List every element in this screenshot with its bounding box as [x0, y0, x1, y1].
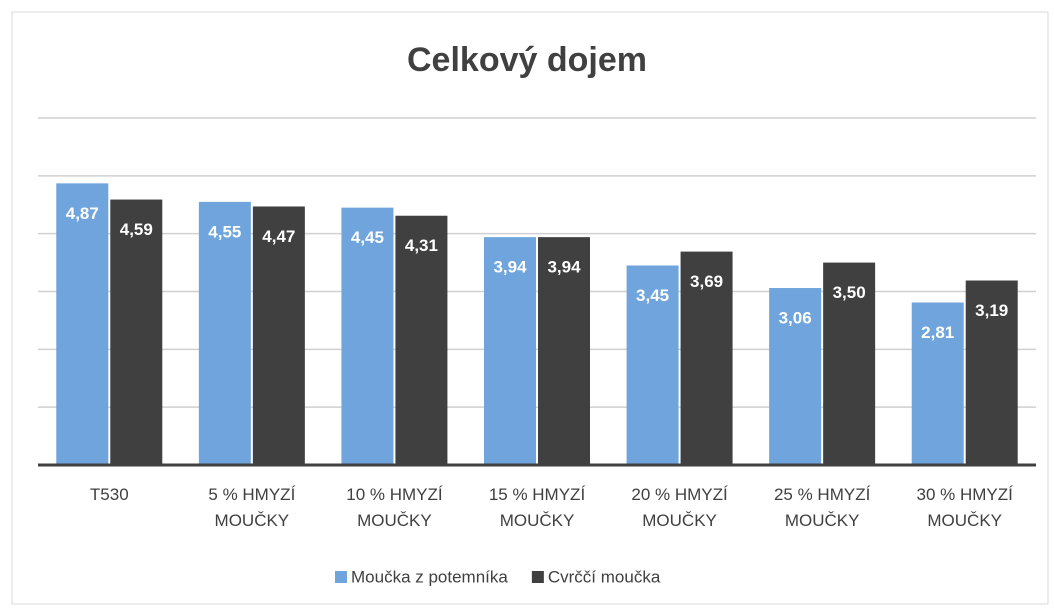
bar: [965, 280, 1018, 465]
bar: [823, 262, 876, 465]
data-label: 3,94: [547, 258, 581, 277]
data-label: 4,45: [351, 228, 384, 247]
legend-swatch: [335, 571, 347, 583]
x-tick-label: 20 % HMYZÍ MOUČKY: [631, 485, 728, 530]
data-label: 3,50: [833, 283, 866, 302]
bar: [680, 251, 733, 465]
bar: [252, 206, 305, 466]
bar: [341, 207, 394, 465]
data-label: 4,31: [405, 236, 438, 255]
data-label: 3,06: [779, 309, 812, 328]
chart-title: Celkový dojem: [407, 41, 647, 79]
x-tick-label: T530: [89, 485, 129, 504]
data-label: 4,87: [66, 204, 99, 223]
bar: [769, 288, 822, 465]
legend-swatch: [531, 571, 544, 583]
bar: [110, 199, 163, 466]
data-label: 3,45: [636, 286, 669, 305]
x-tick-label: 15 % HMYZÍ MOUČKY: [488, 485, 586, 530]
x-tick-label: 25 % HMYZÍ MOUČKY: [773, 485, 871, 530]
bar: [56, 183, 109, 465]
data-label: 4,47: [262, 227, 295, 246]
bar: [911, 302, 964, 465]
bar: [395, 215, 448, 465]
data-label: 4,59: [120, 220, 153, 239]
data-label: 4,55: [208, 222, 241, 241]
bar: [484, 237, 536, 465]
x-tick-label: 10 % HMYZÍ MOUČKY: [346, 485, 443, 530]
legend-label: Moučka z potemníka: [351, 567, 508, 586]
bar: [538, 237, 590, 465]
data-label: 3,94: [493, 258, 527, 277]
legend-label: Cvrččí moučka: [548, 567, 661, 586]
data-label: 3,19: [975, 301, 1008, 320]
x-tick-label: 30 % HMYZÍ MOUČKY: [916, 485, 1013, 530]
bar: [198, 201, 251, 465]
bar: [626, 265, 679, 465]
x-tick-label: 5 % HMYZÍ MOUČKY: [208, 485, 296, 530]
data-label: 2,81: [921, 323, 954, 342]
data-label: 3,69: [690, 272, 723, 291]
